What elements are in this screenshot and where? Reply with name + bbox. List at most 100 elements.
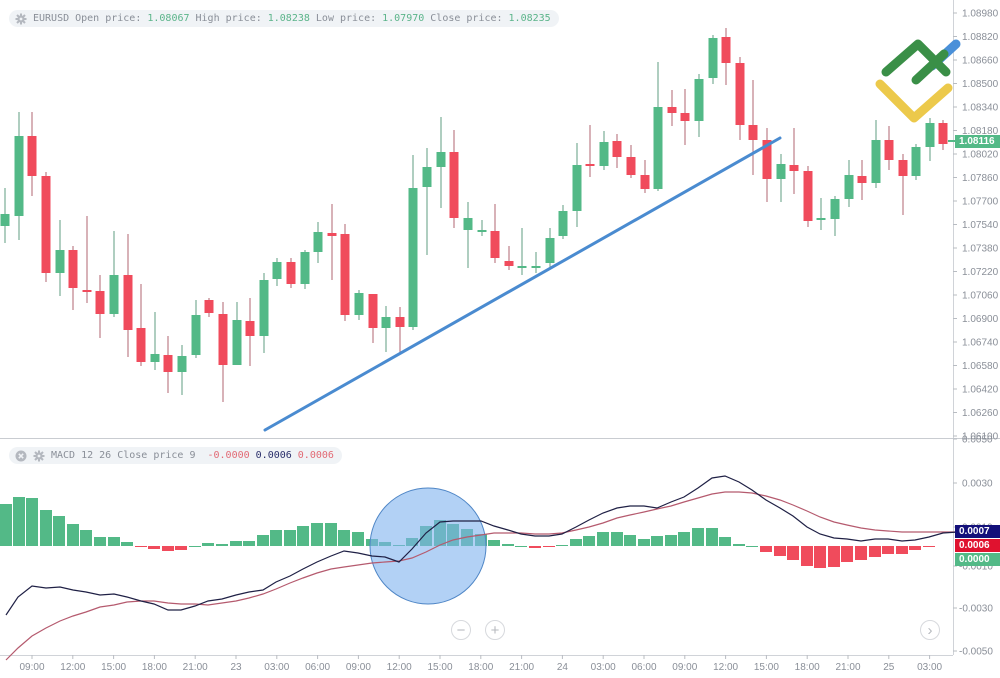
histogram-bar <box>774 546 786 556</box>
time-tick-label: 09:00 <box>672 662 697 673</box>
histogram-bar <box>733 544 745 546</box>
histogram-bar <box>515 546 527 547</box>
histogram-bar <box>230 541 242 546</box>
time-tick-label: 09:00 <box>19 662 44 673</box>
gear-icon[interactable] <box>15 13 27 25</box>
candle-up <box>0 188 10 243</box>
candle-down <box>938 120 948 150</box>
candle-down <box>680 89 690 145</box>
time-tick-label: 03:00 <box>264 662 289 673</box>
candle-up <box>844 160 854 207</box>
histogram-bar <box>175 546 187 550</box>
histogram-bar <box>638 539 650 546</box>
macd-legend: MACD 12 26 Close price 9 -0.0000 0.0006 … <box>9 447 342 464</box>
candle-up <box>599 131 609 170</box>
candle-up <box>354 290 364 320</box>
candle-down <box>340 224 350 321</box>
price-legend: EURUSD Open price: 1.08067 High price: 1.0… <box>9 10 559 27</box>
candle-up <box>545 228 555 268</box>
candle-up <box>109 231 119 317</box>
histogram-bar <box>923 546 935 547</box>
candle-up <box>911 144 921 180</box>
macd-histogram <box>0 497 935 568</box>
histogram-bar <box>53 516 65 546</box>
histogram-bar <box>624 535 636 546</box>
candle-up <box>572 143 582 227</box>
candle-down <box>884 126 894 170</box>
candle-down <box>585 125 595 177</box>
high-value: 1.08238 <box>267 13 310 24</box>
candle-down <box>898 154 908 215</box>
trendline[interactable] <box>263 136 782 432</box>
time-tick-label: 03:00 <box>591 662 616 673</box>
candle-up <box>150 312 160 370</box>
zoom-out-button[interactable]: − <box>451 620 471 640</box>
gear-icon[interactable] <box>33 450 45 462</box>
histogram-bar <box>270 530 282 546</box>
price-axis[interactable]: 1.08980 1.08820 1.08660 1.08500 1.08340 1.081… <box>953 9 999 443</box>
candle-down <box>368 294 378 343</box>
candle-down <box>762 128 772 202</box>
time-tick-label: 15:00 <box>427 662 452 673</box>
open-label: Open price: <box>75 13 142 24</box>
candle-up <box>477 220 487 236</box>
time-axis[interactable]: 09:00 12:00 15:00 18:00 21:00 23 03:00 06:00 09:… <box>19 655 943 673</box>
histogram-bar <box>692 528 704 546</box>
candle-down <box>789 128 799 194</box>
histogram-bar <box>882 546 894 554</box>
histogram-bar <box>284 530 296 546</box>
candle-up <box>313 222 323 263</box>
histogram-bar <box>543 546 555 547</box>
price-tick-label: 1.08500 <box>962 79 999 90</box>
close-label: Close price: <box>430 13 503 24</box>
time-tick-label: 09:00 <box>346 662 371 673</box>
candle-up <box>925 118 935 161</box>
high-label: High price: <box>195 13 262 24</box>
candle-down <box>27 112 37 196</box>
histogram-bar <box>841 546 853 562</box>
candle-down <box>667 90 677 126</box>
candle-down <box>735 57 745 140</box>
histogram-bar <box>94 537 106 546</box>
signal-value-tag: 0.0006 <box>955 539 1000 552</box>
histogram-bar <box>706 528 718 546</box>
price-tick-label: 1.06260 <box>962 408 999 419</box>
candle-up <box>776 154 786 202</box>
price-tick-label: 1.08820 <box>962 32 999 43</box>
histogram-bar <box>570 539 582 546</box>
time-tick-label: 03:00 <box>917 662 942 673</box>
histogram-bar <box>787 546 799 560</box>
zoom-in-button[interactable]: + <box>485 620 505 640</box>
histogram-bar <box>814 546 826 568</box>
histogram-bar <box>678 532 690 546</box>
remove-indicator-icon[interactable] <box>15 450 27 462</box>
candle-up <box>463 202 473 268</box>
candle-down <box>327 204 337 280</box>
candle-up <box>436 117 446 208</box>
histogram-bar <box>352 532 364 546</box>
candle-up <box>272 258 282 286</box>
histogram-bar <box>665 535 677 546</box>
histogram-bar <box>311 523 323 546</box>
time-tick-label: 12:00 <box>60 662 85 673</box>
candle-up <box>381 306 391 352</box>
candle-up <box>558 205 568 239</box>
candle-up <box>708 35 718 84</box>
candle-up <box>259 273 269 353</box>
histogram-bar <box>40 510 52 546</box>
scroll-right-button[interactable]: › <box>920 620 940 640</box>
candle-down <box>82 216 92 303</box>
histogram-bar <box>135 546 147 547</box>
candle-up <box>517 228 527 275</box>
candle-up <box>177 345 187 395</box>
candle-down <box>612 134 622 168</box>
candle-down <box>218 302 228 402</box>
histogram-bar <box>502 544 514 546</box>
histogram-bar <box>108 537 120 546</box>
histogram-bar <box>216 544 228 546</box>
candle-down <box>626 145 636 178</box>
candlestick-series <box>0 28 948 402</box>
macd-signal-line <box>5 491 958 661</box>
candle-down <box>803 166 813 227</box>
